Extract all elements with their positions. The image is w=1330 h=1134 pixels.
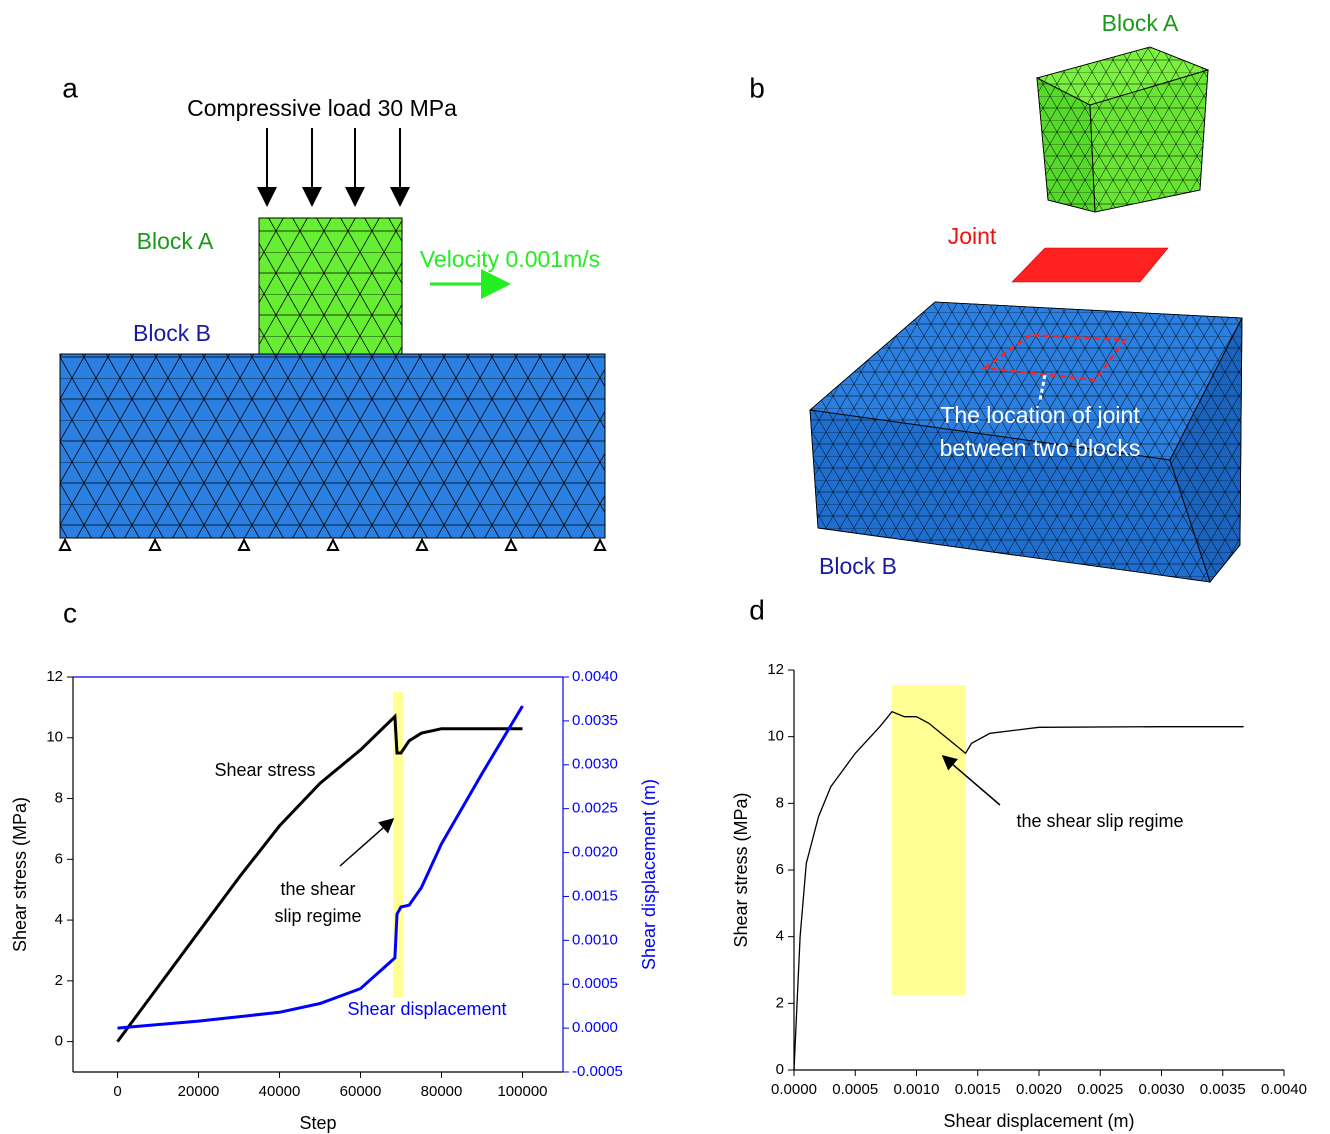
x-tick-label: 40000 <box>259 1083 301 1100</box>
figure: a Compressive load 30 MPa Block A Veloci… <box>0 0 1330 1134</box>
x-tick-label: 0 <box>113 1083 121 1100</box>
y2-tick-label: 0.0015 <box>572 887 618 904</box>
block-b-mesh <box>60 354 605 538</box>
y-tick-label: 0 <box>55 1033 63 1050</box>
x-tick-label: 80000 <box>421 1083 463 1100</box>
series-label: Shear stress <box>214 760 315 780</box>
y-tick-label: 4 <box>55 911 63 928</box>
velocity-label: Velocity 0.001m/s <box>420 246 600 272</box>
y-tick-label: 2 <box>55 972 63 989</box>
y2-tick-label: 0.0040 <box>572 668 618 685</box>
y-tick-label: 10 <box>767 728 784 745</box>
panel-label: c <box>63 597 77 628</box>
y2-axis-label: Shear displacement (m) <box>639 779 659 970</box>
series-label: Shear displacement <box>347 999 506 1019</box>
annotation: slip regime <box>274 906 361 926</box>
y-tick-label: 10 <box>46 729 63 746</box>
load-label: Compressive load 30 MPa <box>187 95 457 121</box>
y-tick-label: 6 <box>55 850 63 867</box>
x-tick-label: 60000 <box>340 1083 382 1100</box>
y2-tick-label: 0.0000 <box>572 1019 618 1036</box>
x-tick-label: 0.0010 <box>894 1081 940 1098</box>
y-axis-label: Shear stress (MPa) <box>731 792 751 947</box>
page: a Compressive load 30 MPa Block A Veloci… <box>0 0 1330 1134</box>
block-a-3d <box>1037 47 1208 212</box>
y2-tick-label: 0.0030 <box>572 756 618 773</box>
panel-label: d <box>749 594 765 625</box>
y-tick-label: 0 <box>776 1061 784 1078</box>
y2-tick-label: -0.0005 <box>572 1063 623 1080</box>
x-axis-label: Step <box>299 1113 336 1133</box>
y2-tick-label: 0.0035 <box>572 712 618 729</box>
block-a-label: Block A <box>1102 10 1179 36</box>
joint-label: Joint <box>948 223 997 249</box>
joint-plate <box>1012 248 1168 282</box>
y-tick-label: 8 <box>776 794 784 811</box>
panel-label: b <box>749 72 765 103</box>
y2-tick-label: 0.0005 <box>572 975 618 992</box>
x-tick-label: 0.0000 <box>771 1081 817 1098</box>
annotation-arrow <box>340 820 392 866</box>
annotation: the shear <box>280 879 355 899</box>
block-a-mesh <box>259 218 402 354</box>
series-line <box>794 712 1244 1070</box>
chart: d 0.0000 0.0005 0.0010 0.0015 0.0020 0.0025 0.0… <box>731 594 1307 1130</box>
series-line <box>118 706 523 1028</box>
y2-tick-label: 0.0020 <box>572 844 618 861</box>
joint-note: between two blocks <box>940 435 1141 461</box>
y-tick-label: 4 <box>776 928 784 945</box>
panel-b: b Block A Joint The location of joint be… <box>749 10 1242 582</box>
y-tick-label: 6 <box>776 861 784 878</box>
x-tick-label: 100000 <box>497 1083 547 1100</box>
y-tick-label: 12 <box>767 661 784 678</box>
supports <box>60 540 605 550</box>
x-tick-label: 0.0035 <box>1200 1081 1246 1098</box>
x-tick-label: 0.0025 <box>1077 1081 1123 1098</box>
x-tick-label: 0.0040 <box>1261 1081 1307 1098</box>
joint-note: The location of joint <box>940 402 1140 428</box>
chart: c 0 20000 40000 60000 80000 100000 0 2 4 6 8 10 12 -0.… <box>10 597 659 1132</box>
annotation: the shear slip regime <box>1016 811 1183 831</box>
block-a-label: Block A <box>137 228 214 254</box>
panel-label: a <box>62 72 78 103</box>
y-tick-label: 2 <box>776 994 784 1011</box>
block-b-label: Block B <box>819 553 897 579</box>
x-tick-label: 20000 <box>178 1083 220 1100</box>
y-axis-label: Shear stress (MPa) <box>10 797 30 952</box>
panel-a: a Compressive load 30 MPa Block A Veloci… <box>60 72 605 550</box>
highlight-band <box>892 685 966 995</box>
y2-tick-label: 0.0010 <box>572 931 618 948</box>
y-tick-label: 8 <box>55 790 63 807</box>
x-tick-label: 0.0015 <box>955 1081 1001 1098</box>
x-tick-label: 0.0030 <box>1139 1081 1185 1098</box>
x-tick-label: 0.0020 <box>1016 1081 1062 1098</box>
y2-tick-label: 0.0025 <box>572 800 618 817</box>
x-tick-label: 0.0005 <box>832 1081 878 1098</box>
y-tick-label: 12 <box>46 668 63 685</box>
block-b-label: Block B <box>133 320 211 346</box>
load-arrows <box>267 128 400 203</box>
x-axis-label: Shear displacement (m) <box>943 1111 1134 1131</box>
